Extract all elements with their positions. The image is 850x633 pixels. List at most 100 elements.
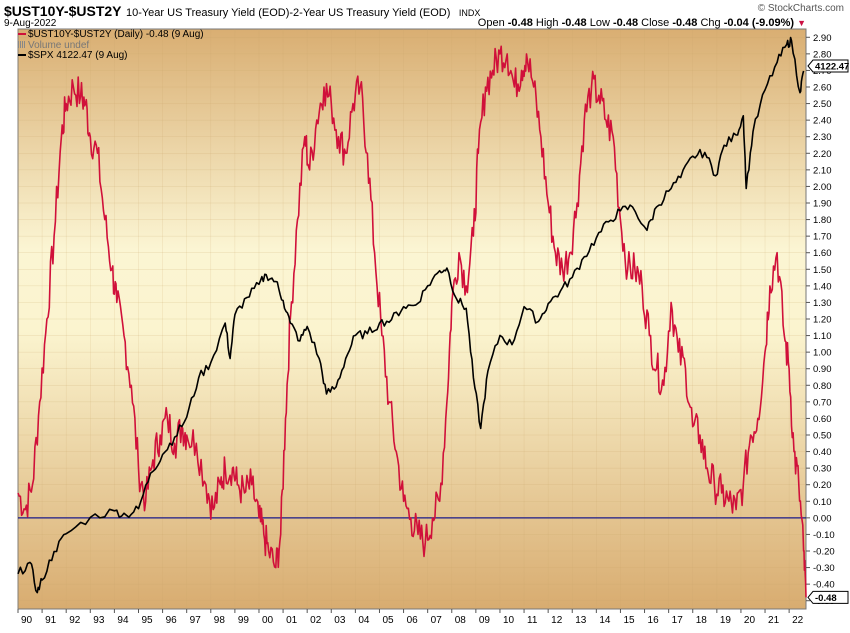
spx-last-label-text: 4122.47 [815,62,849,73]
low-label: Low [589,17,610,29]
index-tag: INDX [458,8,481,18]
x-tick-label: 21 [768,615,780,626]
y-tick-label: 1.60 [813,248,832,259]
y-tick-label: 1.90 [813,199,832,210]
x-tick-label: 95 [141,615,153,626]
legend-spread-label: $UST10Y-$UST2Y (Daily) -0.48 (9 Aug) [28,29,204,40]
legend-volume-label: Volume undef [28,39,90,51]
y-tick-label: 2.00 [813,182,832,193]
x-tick-label: 93 [93,615,105,626]
y-tick-label: 2.20 [813,149,832,160]
last-value-labels: -0.48 4122.47 [807,59,849,604]
x-tick-label: 02 [310,615,322,626]
close-value: -0.48 [672,17,698,29]
x-tick-label: 09 [479,615,491,626]
x-tick-label: 96 [166,615,178,626]
x-tick-label: 12 [551,615,563,626]
legend-spread: $UST10Y-$UST2Y (Daily) -0.48 (9 Aug) [18,29,204,41]
chg-label: Chg [700,17,721,29]
y-tick-label: 0.90 [813,364,832,375]
x-tick-label: 22 [792,615,804,626]
y-tick-label: 0.50 [813,431,832,442]
close-label: Close [641,17,670,29]
credit-text[interactable]: © StockCharts.com [757,3,844,14]
x-tick-label: 10 [503,615,515,626]
x-tick-label: 16 [648,615,660,626]
y-tick-label: 2.30 [813,132,832,143]
y-tick-label: 0.70 [813,397,832,408]
chart-description: 10-Year US Treasury Yield (EOD)-2-Year U… [125,7,451,19]
low-value: -0.48 [612,17,639,29]
y-tick-label: 2.40 [813,116,832,127]
y-tick-label: 0.30 [813,464,832,475]
y-tick-label: 0.40 [813,447,832,458]
y-tick-label: 1.80 [813,215,832,226]
y-tick-label: -0.20 [813,547,835,558]
y-tick-label: 0.00 [813,513,832,524]
spx-series-line [17,36,805,594]
x-tick-label: 15 [623,615,635,626]
y-tick-label: 0.80 [813,381,832,392]
y-tick-label: 1.70 [813,232,832,243]
x-tick-label: 14 [599,615,611,626]
y-tick-label: 2.50 [813,99,832,110]
x-tick-label: 18 [696,615,708,626]
spx-last-label: 4122.47 [807,59,849,73]
y-tick-label: -0.40 [813,580,835,591]
x-tick-label: 04 [358,615,370,626]
grid-lines [17,29,806,609]
legend-spx: $SPX 4122.47 (9 Aug) [18,50,204,62]
spread-series-line [17,45,807,598]
x-tick-label: 97 [190,615,202,626]
high-value: -0.48 [561,17,587,29]
high-label: High [535,17,559,29]
x-tick-label: 92 [69,615,81,626]
x-tick-label: 98 [214,615,226,626]
x-tick-label: 90 [21,615,33,626]
plot-area [17,28,807,610]
down-triangle-icon: ▼ [797,18,806,28]
y-tick-label: 0.20 [813,480,832,491]
spread-last-label-box [807,590,849,604]
y-tick-label: 2.10 [813,165,832,176]
x-tick-label: 00 [262,615,274,626]
ohlc-readout: Open -0.48 High -0.48 Low -0.48 Close -0… [478,17,806,29]
x-tick-label: 11 [527,615,538,626]
spread-last-label: -0.48 [807,590,849,604]
chart-symbol: $UST10Y-$UST2Y [4,3,122,19]
x-tick-label: 13 [575,615,587,626]
y-tick-label: 1.50 [813,265,832,276]
x-tick-label: 07 [431,615,443,626]
volume-bars-icon [18,41,26,49]
y-tick-label: 0.10 [813,497,832,508]
chg-value: -0.04 (-9.09%) [723,17,795,29]
y-tick-label: 1.30 [813,298,832,309]
x-tick-label: 06 [407,615,419,626]
y-tick-label: 1.00 [813,348,832,359]
legend-spread-swatch [18,33,26,36]
chart-legend: $UST10Y-$UST2Y (Daily) -0.48 (9 Aug) Vol… [18,29,204,62]
y-tick-label: 1.20 [813,315,832,326]
x-tick-label: 17 [672,615,684,626]
y-axis: 2.902.802.702.602.502.402.302.202.102.00… [806,33,835,607]
spx-last-label-box [807,59,849,73]
y-tick-label: 0.60 [813,414,832,425]
open-value: -0.48 [507,17,533,29]
x-tick-label: 20 [744,615,756,626]
x-tick-label: 01 [286,615,298,626]
x-tick-label: 03 [334,615,346,626]
chart-date: 9-Aug-2022 [4,18,57,29]
x-tick-label: 91 [45,615,57,626]
legend-spx-swatch [18,54,26,57]
y-tick-label: 1.10 [813,331,832,342]
y-tick-label: -0.10 [813,530,835,541]
x-tick-label: 99 [238,615,250,626]
y-tick-label: 2.60 [813,83,832,94]
x-axis: 90 91 92 93 94 95 96 97 98 99 00 01 02 03 04 05 06 07 08 09… [17,609,804,626]
legend-volume: Volume undef [18,39,204,52]
x-tick-label: 08 [455,615,467,626]
x-tick-label: 94 [117,615,129,626]
spread-last-label-text: -0.48 [815,593,837,604]
x-tick-label: 19 [720,615,732,626]
